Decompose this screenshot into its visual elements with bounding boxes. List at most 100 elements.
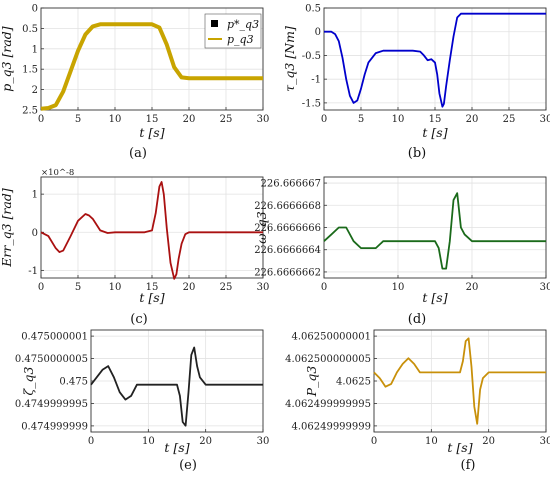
plot-frame	[323, 7, 547, 111]
y-tick-label: 4.06250000001	[291, 332, 371, 343]
plot-frame	[40, 176, 264, 279]
plot-frame	[40, 7, 264, 111]
y-tick-label: 4.0625	[336, 377, 371, 388]
x-axis-label: t [s]	[447, 440, 472, 455]
x-tick-label: 20	[466, 114, 479, 125]
y-tick-label: 4.062499999995	[285, 399, 371, 410]
panel-caption: (b)	[408, 146, 426, 161]
x-tick-label: 20	[466, 282, 479, 293]
y-tick-label: 0.4749999995	[15, 399, 88, 410]
y-tick-label: 4.062500000005	[285, 354, 371, 365]
x-tick-label: 20	[482, 436, 495, 447]
chart-d: 0 10 20 30 226.666667 226.6666668 226.6666666 2…	[254, 176, 550, 327]
plot-frame	[323, 176, 547, 279]
x-tick-label: 10	[109, 282, 122, 293]
x-tick-label: 20	[183, 282, 196, 293]
series-line	[324, 12, 546, 108]
series-line	[90, 346, 263, 427]
x-tick-label: 30	[540, 436, 550, 447]
y-tick-label: 0	[32, 228, 38, 239]
x-axis-label: t [s]	[422, 125, 447, 140]
y-tick-label: -1.5	[302, 98, 321, 109]
x-tick-label: 30	[257, 282, 270, 293]
y-tick-label: 226.6666668	[254, 201, 321, 212]
y-tick-label: 1.5	[22, 65, 38, 76]
x-tick-label: 10	[109, 114, 122, 125]
y-tick-label: 0	[32, 4, 38, 15]
chart-a: 0 5 10 15 20 25 30 0 0.5 1 1.5 2 2.5 t [s] p_q3 [rad] (…	[0, 4, 269, 162]
x-tick-label: 30	[540, 114, 550, 125]
x-tick-label: 25	[503, 114, 516, 125]
x-tick-label: 5	[75, 114, 81, 125]
y-tick-label: 0.5	[305, 4, 321, 15]
x-tick-label: 30	[257, 436, 270, 447]
chart-b: 0 5 10 15 20 25 30 0.5 0 -0.5 -1 -1.5 t [s] τ_q3 [Nm]…	[282, 4, 550, 162]
y-tick-label: 226.6666662	[254, 267, 321, 278]
x-tick-label: 20	[183, 114, 196, 125]
y-tick-label: -0.5	[302, 51, 321, 62]
x-tick-label: 15	[146, 282, 159, 293]
y-tick-label: 226.666667	[261, 179, 321, 190]
x-axis-label: t [s]	[139, 290, 164, 305]
x-tick-label: 20	[199, 436, 212, 447]
legend-label: p*_q3	[227, 18, 259, 31]
y-tick-label: 1	[32, 190, 38, 201]
x-tick-label: 5	[358, 114, 364, 125]
plot-frame	[373, 329, 547, 433]
x-axis-label: t [s]	[139, 125, 164, 140]
legend-box	[204, 13, 262, 49]
x-axis-label: t [s]	[164, 440, 189, 455]
y-tick-label: 1	[32, 44, 38, 55]
panel-caption: (a)	[129, 146, 147, 161]
x-tick-label: 10	[392, 282, 405, 293]
y-tick-label: 0.474999999	[21, 421, 88, 432]
legend-marker	[211, 20, 218, 27]
x-tick-label: 10	[142, 436, 155, 447]
series-line	[40, 181, 263, 280]
y-tick-label: 0.475000001	[21, 332, 88, 343]
y-tick-label: 0.5	[22, 24, 38, 35]
x-tick-label: 30	[257, 114, 270, 125]
y-tick-label: 226.6666664	[254, 245, 321, 256]
panel-caption: (c)	[130, 312, 147, 327]
panel-caption: (f)	[461, 458, 476, 473]
x-tick-label: 25	[220, 282, 233, 293]
x-tick-label: 0	[38, 114, 44, 125]
series-line	[323, 192, 546, 270]
x-tick-label: 0	[321, 114, 327, 125]
x-tick-label: 0	[88, 436, 94, 447]
y-tick-label: 4.06249999999	[291, 421, 371, 432]
exponent-label: ×10^-8	[41, 168, 74, 178]
x-tick-label: 10	[425, 436, 438, 447]
chart-e: 0 10 20 30 0.475000001 0.4750000005 0.475 0.474…	[15, 329, 270, 473]
y-tick-label: 0	[315, 27, 321, 38]
chart-f: 0 10 20 30 4.06250000001 4.062500000005 4.0625…	[285, 329, 550, 473]
y-axis-label: τ_q3 [Nm]	[282, 26, 297, 92]
y-axis-label: ω_q3	[254, 211, 269, 243]
series-line	[40, 22, 263, 111]
legend-label: p_q3	[227, 33, 254, 46]
y-tick-label: 226.6666666	[254, 223, 321, 234]
panel-caption: (e)	[179, 458, 197, 473]
y-tick-label: 2.5	[22, 106, 38, 117]
plot-frame	[90, 329, 264, 433]
panel-caption: (d)	[408, 312, 426, 327]
x-tick-label: 0	[321, 282, 327, 293]
x-tick-label: 10	[392, 114, 405, 125]
y-axis-label: ζ_q3	[21, 366, 36, 395]
y-axis-label: P_q3	[304, 366, 319, 398]
y-axis-label: Err_q3 [rad]	[0, 188, 14, 268]
y-tick-label: 2	[32, 85, 38, 96]
x-tick-label: 5	[75, 282, 81, 293]
x-tick-label: 0	[371, 436, 377, 447]
x-tick-label: 25	[220, 114, 233, 125]
y-tick-label: 0.475	[59, 377, 88, 388]
x-tick-label: 0	[38, 282, 44, 293]
y-axis-label: p_q3 [rad]	[0, 26, 14, 91]
y-tick-label: -1	[311, 75, 321, 86]
y-tick-label: -1	[28, 266, 38, 277]
x-axis-label: t [s]	[422, 290, 447, 305]
y-tick-label: 0.4750000005	[15, 354, 88, 365]
